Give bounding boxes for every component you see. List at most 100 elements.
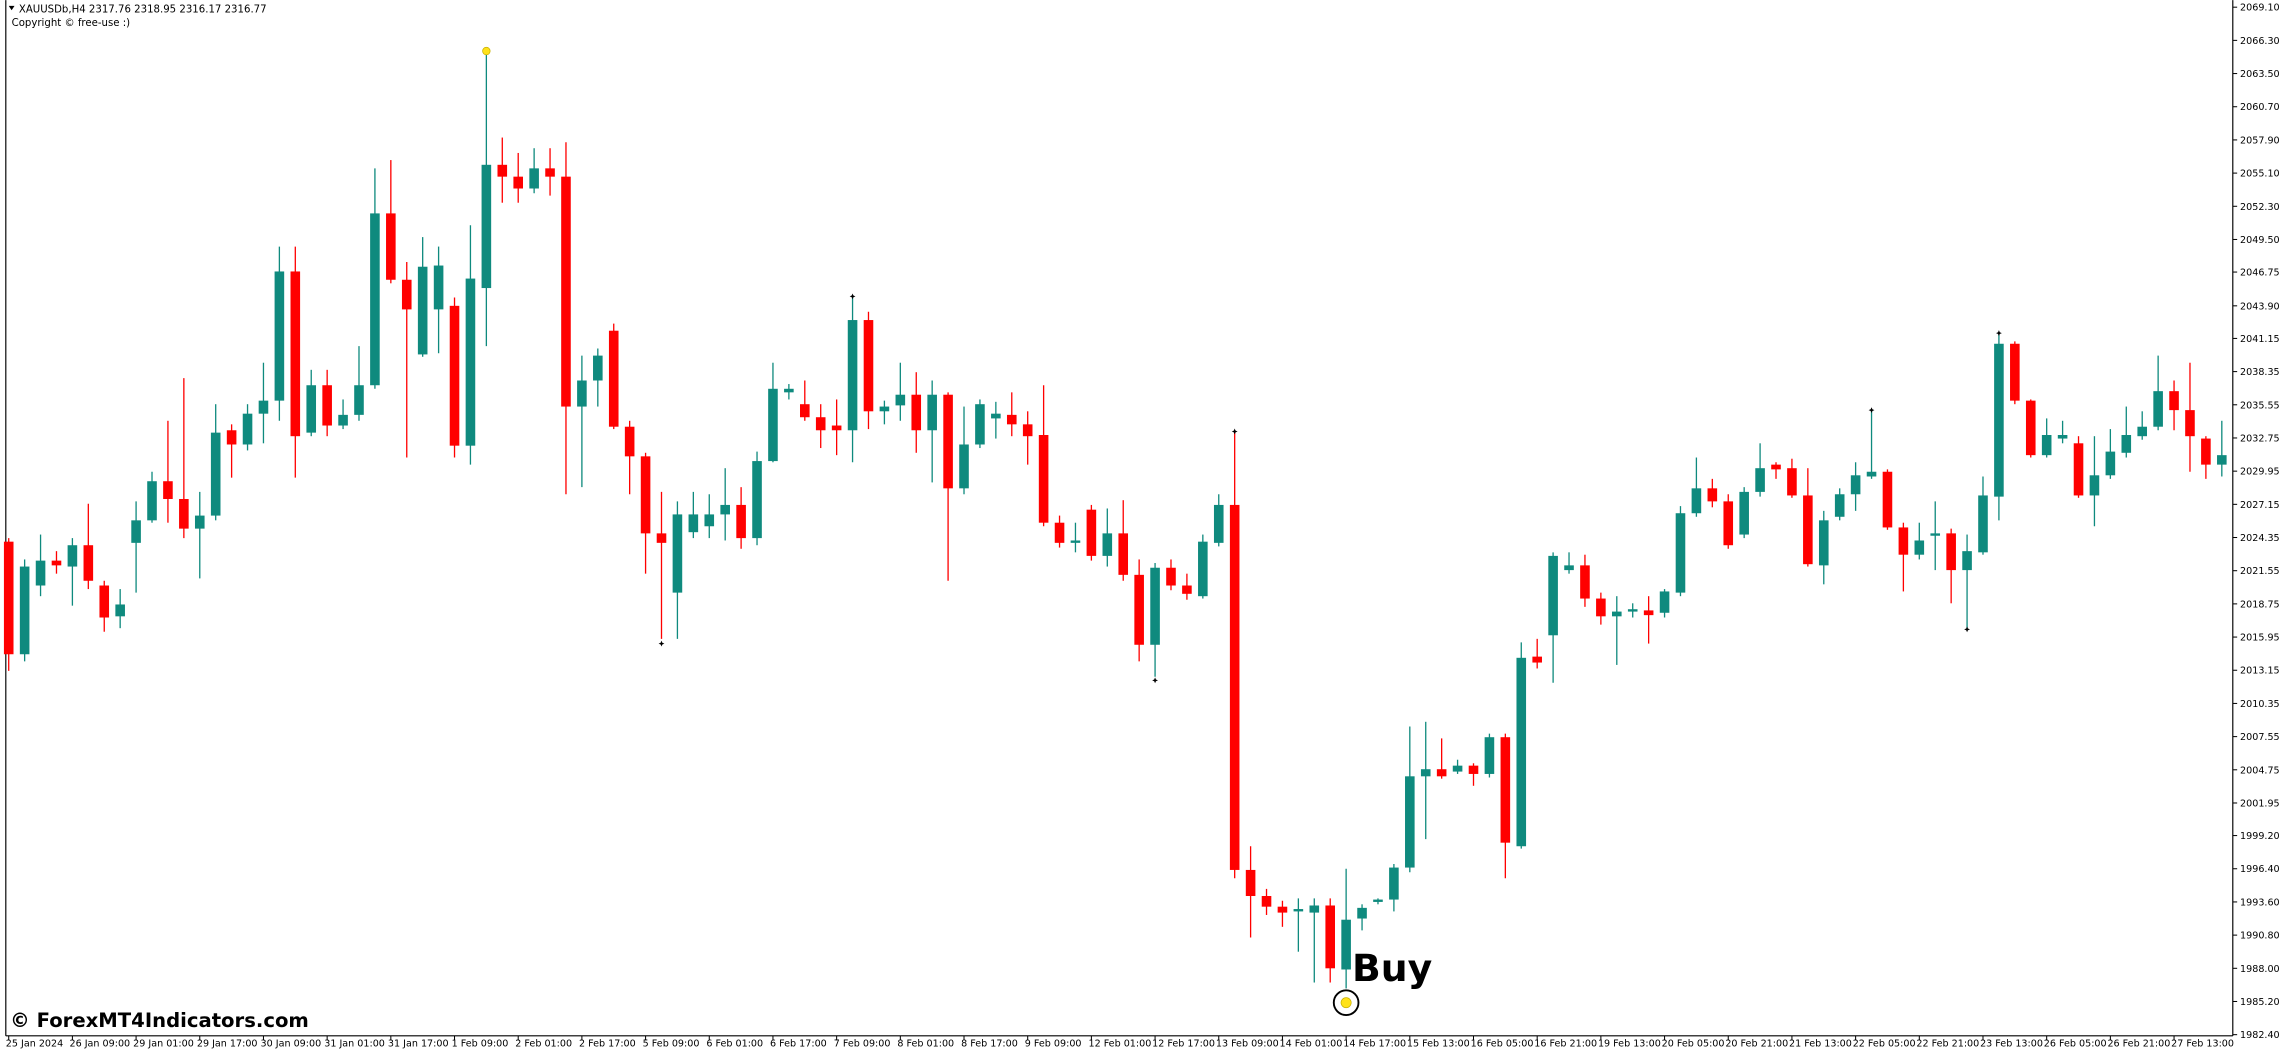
y-tick-label: 2063.50 (2240, 69, 2280, 80)
candle-body (1675, 513, 1686, 593)
candle-body (1468, 765, 1479, 774)
candle-body (2105, 451, 2116, 476)
candle-body (449, 305, 460, 446)
x-tick-label: 16 Feb 21:00 (1534, 1039, 1597, 1049)
candle-body (624, 426, 635, 457)
fractal-marker (1964, 626, 1970, 633)
candle-body (147, 481, 157, 521)
candle-body (179, 499, 189, 529)
y-tick-label: 1988.00 (2240, 964, 2280, 975)
candle-body (1102, 533, 1113, 556)
x-tick-label: 8 Feb 01:00 (897, 1039, 954, 1049)
candle-body (513, 176, 524, 189)
candle-body (1309, 905, 1320, 913)
candle-body (1978, 495, 1988, 553)
candle-body (322, 385, 332, 426)
y-tick-label: 2018.75 (2240, 599, 2280, 610)
candle-body (131, 520, 141, 543)
x-tick-label: 22 Feb 05:00 (1853, 1039, 1916, 1049)
candle-body (83, 545, 94, 581)
candle-body (1182, 585, 1192, 594)
candle-body (943, 394, 953, 489)
x-tick-label: 22 Feb 21:00 (1916, 1039, 1979, 1049)
candle-body (417, 266, 428, 355)
candle-body (720, 504, 730, 515)
x-tick-label: 15 Feb 13:00 (1407, 1039, 1470, 1049)
y-tick-label: 1999.20 (2240, 831, 2280, 842)
candle-body (1755, 468, 1765, 492)
candle-body (1914, 540, 1925, 555)
x-tick-label: 26 Jan 09:00 (69, 1039, 130, 1049)
x-tick-label: 12 Feb 17:00 (1152, 1039, 1215, 1049)
candle-body (640, 456, 651, 534)
y-tick-label: 2060.70 (2240, 102, 2280, 113)
candle-body (1898, 527, 1909, 555)
candle-body (67, 545, 78, 567)
x-tick-label: 6 Feb 01:00 (706, 1039, 763, 1049)
x-tick-label: 29 Jan 17:00 (197, 1039, 258, 1049)
candle-body (1389, 867, 1399, 900)
x-tick-label: 2 Feb 17:00 (579, 1039, 636, 1049)
x-tick-label: 25 Jan 2024 (6, 1039, 63, 1049)
candle-body (847, 320, 858, 431)
candle-body (1452, 765, 1463, 772)
candle-body (1325, 905, 1336, 969)
candle-body (1022, 424, 1033, 437)
candle-body (242, 413, 253, 445)
candle-body (115, 604, 125, 617)
y-tick-label: 2024.35 (2240, 533, 2280, 544)
y-tick-label: 2010.35 (2240, 699, 2280, 710)
candle-body (2169, 391, 2179, 411)
candle-body (1341, 919, 1351, 970)
candle-body (1596, 598, 1606, 617)
menu-arrow[interactable] (8, 5, 15, 11)
candle-body (1516, 657, 1527, 847)
x-tick-label: 1 Feb 09:00 (452, 1039, 509, 1049)
y-tick-label: 2055.10 (2240, 169, 2280, 180)
candle-body (784, 388, 794, 393)
y-tick-label: 2057.90 (2240, 135, 2280, 146)
y-tick-label: 1982.40 (2240, 1030, 2280, 1041)
x-tick-label: 5 Feb 09:00 (643, 1039, 700, 1049)
candle-body (815, 417, 826, 431)
x-tick-label: 21 Feb 13:00 (1789, 1039, 1852, 1049)
x-tick-label: 20 Feb 21:00 (1725, 1039, 1788, 1049)
x-tick-label: 26 Feb 21:00 (2107, 1039, 2170, 1049)
candle-body (736, 504, 746, 539)
candle-body (1070, 540, 1081, 543)
candle-body (529, 168, 539, 189)
candle-body (1357, 907, 1367, 919)
y-tick-label: 2021.55 (2240, 566, 2280, 577)
x-tick-label: 29 Jan 01:00 (133, 1039, 194, 1049)
candle-body (1118, 533, 1129, 575)
fractal-marker (849, 293, 856, 300)
signal-ring (1332, 989, 1360, 1016)
candle-body (401, 279, 412, 310)
candle-body (2153, 391, 2163, 427)
y-tick-label: 2004.75 (2240, 765, 2280, 776)
candle-body (1198, 541, 1208, 597)
candle-body (561, 176, 571, 407)
chart-subtitle: Copyright © free-use :) (12, 18, 131, 29)
x-tick-label: 6 Feb 17:00 (770, 1039, 827, 1049)
y-tick-label: 2027.15 (2240, 500, 2280, 511)
candle-body (688, 514, 699, 533)
candle-body (1293, 909, 1304, 912)
x-tick-label: 13 Feb 09:00 (1216, 1039, 1279, 1049)
candle-body (927, 394, 937, 431)
x-tick-label: 9 Feb 09:00 (1025, 1039, 1082, 1049)
candle-body (768, 388, 778, 462)
x-tick-label: 19 Feb 13:00 (1598, 1039, 1661, 1049)
candle-body (1850, 475, 1861, 495)
candle-body (1691, 488, 1702, 514)
candle-body (1038, 435, 1049, 523)
candle-body (1930, 533, 1941, 536)
candle-body (2057, 435, 2068, 439)
y-tick-label: 2007.55 (2240, 732, 2280, 743)
candle-body (577, 380, 587, 407)
candle-body (1277, 906, 1288, 913)
candle-body (99, 585, 110, 618)
candle-body (863, 320, 874, 412)
candle-body (35, 560, 46, 586)
x-tick-label: 14 Feb 01:00 (1280, 1039, 1343, 1049)
